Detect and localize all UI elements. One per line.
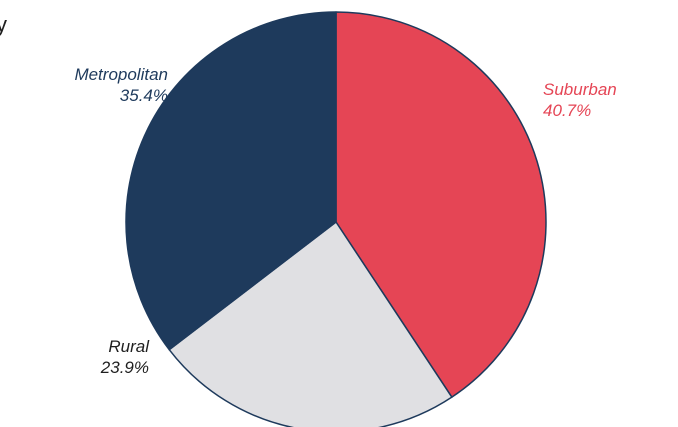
slice-label-suburban: Suburban <box>543 80 617 99</box>
chart-title-fragment: y <box>0 12 7 37</box>
pie-slices <box>125 11 547 427</box>
slice-value-suburban: 40.7% <box>543 101 591 120</box>
slice-label-rural: Rural <box>108 337 150 356</box>
pie-slice-metropolitan <box>125 11 337 351</box>
slice-label-metropolitan: Metropolitan <box>74 65 168 84</box>
slice-value-metropolitan: 35.4% <box>120 86 168 105</box>
pie-slice-rural <box>168 221 453 427</box>
pie-labels: Suburban 40.7% Rural 23.9% Metropolitan 35.4% <box>74 65 616 377</box>
slice-value-rural: 23.9% <box>100 358 149 377</box>
